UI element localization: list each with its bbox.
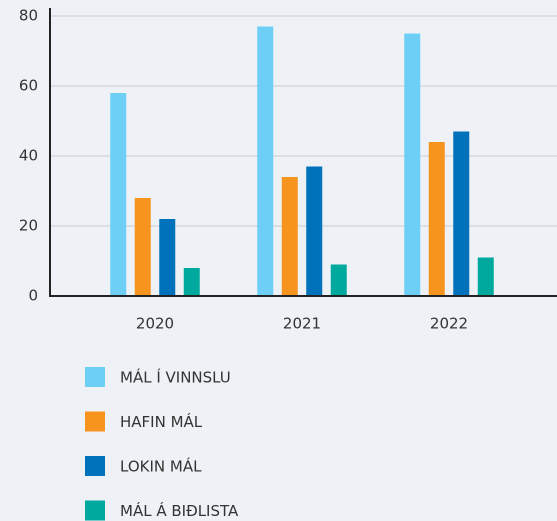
legend-label: LOKIN MÁL [120,457,202,476]
y-tick-label: 60 [19,77,38,95]
bar [159,219,176,296]
x-tick-label: 2022 [430,315,468,333]
bar [404,33,421,296]
bar [257,26,274,296]
bar [330,264,347,296]
bar [134,198,151,296]
bar [428,142,445,296]
legend-swatch [85,411,105,432]
y-tick-label: 40 [19,147,38,165]
legend-swatch [85,500,105,521]
y-tick-label: 0 [28,287,38,305]
legend-swatch [85,367,105,387]
x-tick-label: 2020 [136,315,174,333]
legend-swatch [85,456,105,476]
legend-label: MÁL Í VINNSLU [120,368,231,387]
bar [183,268,200,296]
y-tick-label: 80 [19,7,38,25]
bar [477,257,494,296]
bar [110,93,127,296]
bar [281,177,298,296]
x-tick-label: 2021 [283,315,321,333]
legend-label: MÁL Á BIÐLISTA [120,501,239,520]
legend-label: HAFIN MÁL [120,412,203,431]
bar [453,131,470,296]
bar [306,166,323,296]
y-tick-label: 20 [19,217,38,235]
